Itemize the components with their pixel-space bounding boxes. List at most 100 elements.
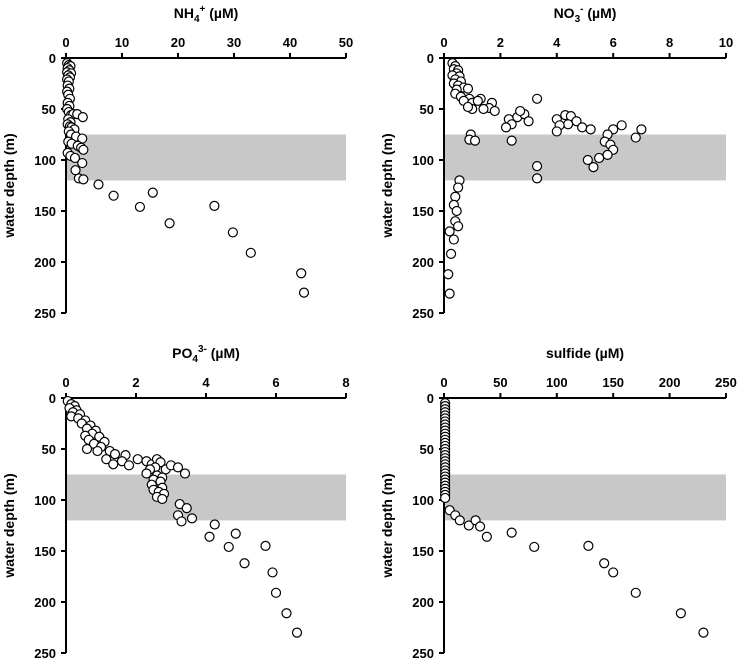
x-tick-label: 8 <box>666 35 673 50</box>
data-point <box>108 459 119 470</box>
data-point <box>616 120 627 131</box>
data-point <box>462 83 474 94</box>
data-point <box>506 135 517 146</box>
y-tick-label: 150 <box>412 204 434 219</box>
data-point <box>440 492 451 504</box>
data-point <box>443 269 454 280</box>
data-point <box>450 191 461 202</box>
x-tick-label: 10 <box>719 35 733 50</box>
x-tick-label: 8 <box>342 375 349 390</box>
data-point <box>454 515 465 526</box>
shaded-band <box>444 474 726 521</box>
x-tick-label: 200 <box>659 375 681 390</box>
data-point <box>296 268 307 279</box>
chart-title: NH4+ (µM) <box>174 4 239 25</box>
data-point <box>463 520 474 531</box>
data-point <box>481 531 492 542</box>
title-main: NO <box>554 5 575 21</box>
data-point <box>141 468 152 479</box>
y-axis-label: water depth (m) <box>379 473 395 578</box>
title-units: (µM) <box>583 5 616 21</box>
data-point <box>209 200 220 211</box>
data-point <box>577 122 588 133</box>
y-tick-label: 200 <box>412 255 434 270</box>
y-tick-label: 50 <box>420 102 434 117</box>
y-tick-label: 200 <box>412 595 434 610</box>
data-point <box>469 135 481 146</box>
data-point <box>583 540 594 552</box>
y-tick-label: 250 <box>34 306 56 321</box>
data-point <box>223 541 234 553</box>
data-point <box>267 567 278 578</box>
data-point <box>186 513 198 524</box>
data-point <box>134 201 146 213</box>
y-axis-label: water depth (m) <box>379 133 395 238</box>
data-point <box>698 627 709 638</box>
title-subscript: 3 <box>575 14 581 25</box>
data-point <box>77 112 88 123</box>
data-point <box>179 468 191 479</box>
data-point <box>448 234 459 245</box>
x-tick-label: 4 <box>202 375 210 390</box>
data-point <box>531 161 543 172</box>
x-tick-label: 100 <box>546 375 568 390</box>
data-point <box>245 247 256 258</box>
title-main: PO <box>172 345 192 361</box>
data-point <box>209 519 220 530</box>
x-tick-label: 50 <box>339 35 353 50</box>
data-point <box>78 174 89 185</box>
data-point <box>585 124 596 135</box>
y-tick-label: 150 <box>412 544 434 559</box>
data-point <box>500 122 512 133</box>
data-point <box>109 449 121 460</box>
data-point <box>453 221 464 232</box>
data-point <box>636 124 647 135</box>
y-tick-label: 250 <box>412 646 434 661</box>
data-point <box>593 152 605 164</box>
chart-title: PO43- (µM) <box>172 344 240 365</box>
data-point <box>81 443 93 455</box>
y-tick-label: 0 <box>49 391 56 406</box>
data-point <box>608 567 619 578</box>
data-point <box>630 132 641 143</box>
data-point <box>523 116 534 127</box>
data-point <box>147 187 158 198</box>
chart-title: sulfide (µM) <box>546 345 624 361</box>
data-point <box>478 103 489 115</box>
data-point <box>78 144 89 155</box>
title-units: (µM) <box>205 5 238 21</box>
x-tick-label: 2 <box>497 35 504 50</box>
data-point <box>291 627 303 638</box>
data-point <box>453 182 464 193</box>
x-tick-label: 150 <box>602 375 624 390</box>
data-point <box>506 527 517 538</box>
data-point <box>451 205 462 217</box>
data-point <box>599 558 610 569</box>
y-tick-label: 100 <box>412 493 434 508</box>
data-point <box>176 516 187 527</box>
shaded-band <box>66 474 346 521</box>
title-main: NH <box>174 5 194 21</box>
data-point <box>181 503 192 514</box>
data-point <box>474 521 486 532</box>
y-tick-label: 200 <box>34 255 56 270</box>
title-main: sulfide <box>546 345 591 361</box>
x-tick-label: 0 <box>62 375 69 390</box>
x-tick-label: 0 <box>62 35 69 50</box>
data-point <box>602 149 613 160</box>
data-point <box>582 154 593 166</box>
data-point <box>281 608 292 619</box>
title-subscript: 4 <box>192 354 198 365</box>
y-axis-label: water depth (m) <box>1 133 17 238</box>
x-tick-label: 6 <box>610 35 617 50</box>
y-tick-label: 50 <box>42 102 56 117</box>
data-point <box>230 528 241 539</box>
x-tick-label: 250 <box>715 375 737 390</box>
data-point <box>444 288 455 299</box>
data-point <box>123 460 135 471</box>
data-point <box>445 248 457 259</box>
data-point <box>489 105 500 117</box>
data-point <box>93 179 104 190</box>
